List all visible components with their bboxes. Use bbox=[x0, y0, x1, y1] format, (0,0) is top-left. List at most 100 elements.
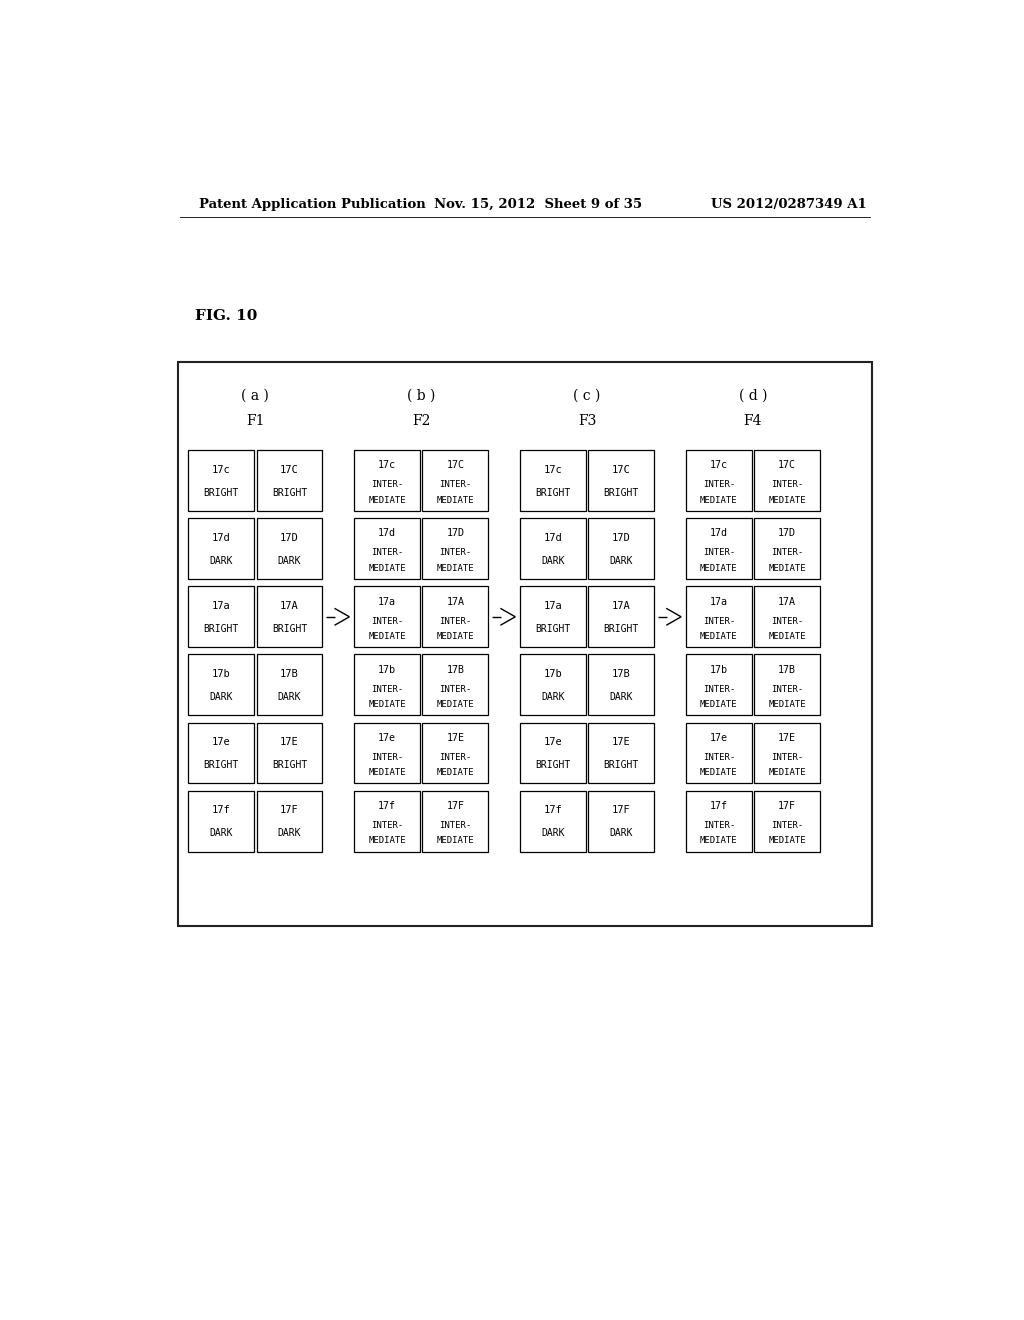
Text: INTER-: INTER- bbox=[771, 549, 803, 557]
Text: INTER-: INTER- bbox=[771, 685, 803, 694]
Bar bbox=[520, 655, 586, 715]
Bar bbox=[754, 791, 820, 851]
Bar bbox=[686, 722, 752, 784]
Bar bbox=[588, 655, 654, 715]
Text: DARK: DARK bbox=[210, 556, 233, 566]
Text: INTER-: INTER- bbox=[439, 480, 471, 490]
Text: 17D: 17D bbox=[281, 533, 299, 543]
Text: 17E: 17E bbox=[446, 733, 464, 743]
Text: DARK: DARK bbox=[609, 556, 633, 566]
Text: MEDIATE: MEDIATE bbox=[369, 564, 406, 573]
Text: INTER-: INTER- bbox=[439, 821, 471, 830]
Text: MEDIATE: MEDIATE bbox=[369, 495, 406, 504]
Text: 17b: 17b bbox=[710, 665, 728, 675]
Text: 17D: 17D bbox=[612, 533, 631, 543]
Text: 17c: 17c bbox=[378, 461, 396, 470]
Text: INTER-: INTER- bbox=[439, 685, 471, 694]
Text: INTER-: INTER- bbox=[702, 480, 735, 490]
Text: DARK: DARK bbox=[542, 556, 564, 566]
Text: ( a ): ( a ) bbox=[242, 388, 269, 403]
Text: F3: F3 bbox=[578, 413, 596, 428]
Text: 17C: 17C bbox=[281, 465, 299, 475]
Text: BRIGHT: BRIGHT bbox=[204, 488, 239, 498]
Text: INTER-: INTER- bbox=[371, 480, 403, 490]
Bar bbox=[686, 586, 752, 647]
Text: ( b ): ( b ) bbox=[408, 388, 435, 403]
Bar bbox=[354, 586, 420, 647]
Text: 17c: 17c bbox=[710, 461, 728, 470]
Bar bbox=[354, 655, 420, 715]
Text: INTER-: INTER- bbox=[771, 821, 803, 830]
Text: 17e: 17e bbox=[212, 737, 230, 747]
Bar bbox=[686, 519, 752, 579]
Bar bbox=[686, 655, 752, 715]
Bar bbox=[188, 586, 254, 647]
Text: BRIGHT: BRIGHT bbox=[272, 488, 307, 498]
Bar bbox=[423, 519, 488, 579]
Text: 17b: 17b bbox=[544, 669, 562, 678]
Text: MEDIATE: MEDIATE bbox=[369, 768, 406, 777]
Text: DARK: DARK bbox=[278, 556, 301, 566]
Bar bbox=[520, 519, 586, 579]
Text: 17D: 17D bbox=[446, 528, 464, 539]
Text: 17B: 17B bbox=[446, 665, 464, 675]
Bar bbox=[257, 586, 323, 647]
Text: BRIGHT: BRIGHT bbox=[603, 488, 639, 498]
Text: 17E: 17E bbox=[778, 733, 796, 743]
Text: DARK: DARK bbox=[210, 828, 233, 838]
Bar bbox=[754, 450, 820, 511]
Text: BRIGHT: BRIGHT bbox=[204, 624, 239, 634]
Bar bbox=[423, 450, 488, 511]
Text: Nov. 15, 2012  Sheet 9 of 35: Nov. 15, 2012 Sheet 9 of 35 bbox=[433, 198, 642, 211]
Bar bbox=[354, 791, 420, 851]
Text: MEDIATE: MEDIATE bbox=[768, 495, 806, 504]
Bar bbox=[588, 450, 654, 511]
Text: BRIGHT: BRIGHT bbox=[603, 760, 639, 770]
Text: INTER-: INTER- bbox=[439, 752, 471, 762]
Text: F2: F2 bbox=[412, 413, 430, 428]
Text: MEDIATE: MEDIATE bbox=[768, 632, 806, 640]
Bar bbox=[520, 722, 586, 784]
Text: 17b: 17b bbox=[212, 669, 230, 678]
Text: INTER-: INTER- bbox=[371, 685, 403, 694]
Text: MEDIATE: MEDIATE bbox=[768, 700, 806, 709]
Text: MEDIATE: MEDIATE bbox=[369, 700, 406, 709]
Bar bbox=[188, 791, 254, 851]
Text: 17b: 17b bbox=[378, 665, 396, 675]
Text: INTER-: INTER- bbox=[371, 752, 403, 762]
Text: MEDIATE: MEDIATE bbox=[768, 836, 806, 845]
Text: 17d: 17d bbox=[212, 533, 230, 543]
Bar bbox=[588, 519, 654, 579]
Text: 17f: 17f bbox=[710, 801, 728, 810]
Bar bbox=[686, 450, 752, 511]
Bar bbox=[588, 586, 654, 647]
Text: MEDIATE: MEDIATE bbox=[700, 632, 737, 640]
Text: BRIGHT: BRIGHT bbox=[272, 760, 307, 770]
Text: MEDIATE: MEDIATE bbox=[700, 768, 737, 777]
Bar bbox=[178, 362, 872, 925]
Text: F4: F4 bbox=[743, 413, 762, 428]
Text: MEDIATE: MEDIATE bbox=[436, 700, 474, 709]
Text: US 2012/0287349 A1: US 2012/0287349 A1 bbox=[712, 198, 867, 211]
Bar bbox=[754, 655, 820, 715]
Text: MEDIATE: MEDIATE bbox=[700, 700, 737, 709]
Text: MEDIATE: MEDIATE bbox=[700, 495, 737, 504]
Bar bbox=[257, 655, 323, 715]
Text: 17d: 17d bbox=[378, 528, 396, 539]
Text: MEDIATE: MEDIATE bbox=[768, 768, 806, 777]
Bar bbox=[257, 791, 323, 851]
Text: BRIGHT: BRIGHT bbox=[536, 488, 570, 498]
Text: MEDIATE: MEDIATE bbox=[700, 836, 737, 845]
Bar bbox=[754, 586, 820, 647]
Text: 17c: 17c bbox=[212, 465, 230, 475]
Text: MEDIATE: MEDIATE bbox=[436, 836, 474, 845]
Text: MEDIATE: MEDIATE bbox=[700, 564, 737, 573]
Text: INTER-: INTER- bbox=[702, 616, 735, 626]
Text: BRIGHT: BRIGHT bbox=[603, 624, 639, 634]
Text: 17e: 17e bbox=[378, 733, 396, 743]
Bar bbox=[354, 519, 420, 579]
Text: 17A: 17A bbox=[778, 597, 796, 607]
Text: 17f: 17f bbox=[544, 805, 562, 816]
Bar bbox=[354, 722, 420, 784]
Bar bbox=[188, 519, 254, 579]
